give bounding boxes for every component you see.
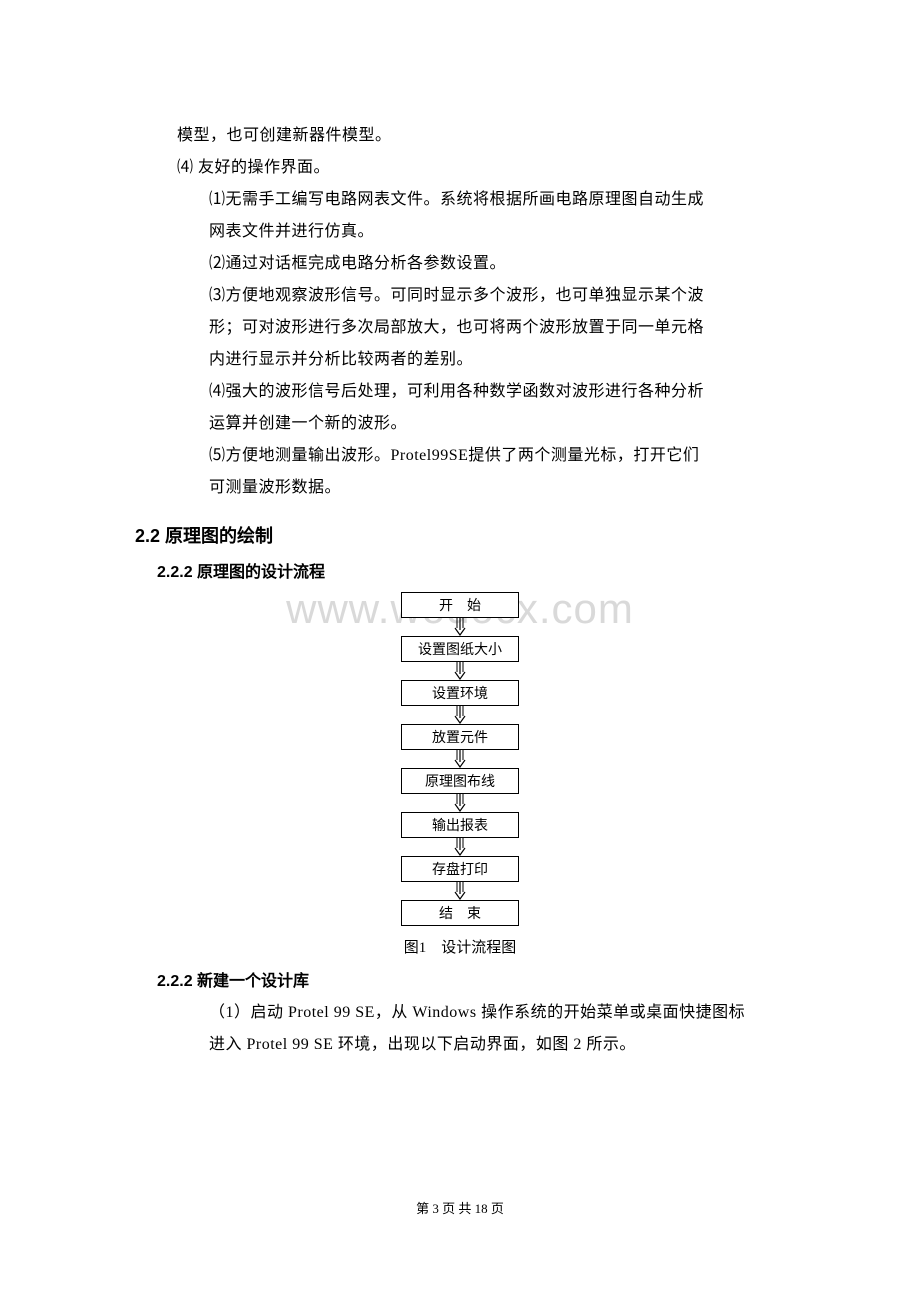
paragraph: ⑴无需手工编写电路网表文件。系统将根据所画电路原理图自动生成 — [209, 184, 785, 216]
flow-step: 设置环境 — [401, 680, 519, 706]
paragraph: 可测量波形数据。 — [209, 472, 785, 504]
flow-step: 存盘打印 — [401, 856, 519, 882]
page-content: 模型，也可创建新器件模型。 ⑷ 友好的操作界面。 ⑴无需手工编写电路网表文件。系… — [0, 0, 920, 1121]
flow-arrow-icon — [453, 662, 467, 680]
heading-2-2-2a: 2.2.2 原理图的设计流程 — [157, 558, 785, 582]
paragraph: （1）启动 Protel 99 SE，从 Windows 操作系统的开始菜单或桌… — [209, 997, 785, 1029]
paragraph: 运算并创建一个新的波形。 — [209, 408, 785, 440]
paragraph: 进入 Protel 99 SE 环境，出现以下启动界面，如图 2 所示。 — [209, 1029, 785, 1061]
flowchart: 开 始设置图纸大小设置环境放置元件原理图布线输出报表存盘打印结 束 — [380, 592, 540, 926]
flow-arrow — [453, 882, 467, 900]
flow-step: 输出报表 — [401, 812, 519, 838]
flow-arrow-icon — [453, 838, 467, 856]
paragraph: ⑵通过对话框完成电路分析各参数设置。 — [209, 248, 785, 280]
flow-arrow-icon — [453, 882, 467, 900]
heading-2-2: 2.2 原理图的绘制 — [135, 522, 785, 548]
paragraph: 模型，也可创建新器件模型。 — [177, 120, 785, 152]
paragraph: ⑷强大的波形信号后处理，可利用各种数学函数对波形进行各种分析 — [209, 376, 785, 408]
paragraph: 内进行显示并分析比较两者的差别。 — [209, 344, 785, 376]
paragraph: 网表文件并进行仿真。 — [209, 216, 785, 248]
paragraph: ⑶方便地观察波形信号。可同时显示多个波形，也可单独显示某个波 — [209, 280, 785, 312]
flow-arrow-icon — [453, 794, 467, 812]
flow-step: 原理图布线 — [401, 768, 519, 794]
flow-step: 开 始 — [401, 592, 519, 618]
paragraph: ⑷ 友好的操作界面。 — [177, 152, 785, 184]
flow-arrow — [453, 794, 467, 812]
flow-arrow — [453, 750, 467, 768]
figure-caption: 图1 设计流程图 — [135, 936, 785, 957]
flow-arrow — [453, 706, 467, 724]
flow-arrow-icon — [453, 750, 467, 768]
flow-arrow-icon — [453, 618, 467, 636]
flow-arrow — [453, 838, 467, 856]
flow-step: 结 束 — [401, 900, 519, 926]
flow-arrow — [453, 618, 467, 636]
flow-step: 放置元件 — [401, 724, 519, 750]
paragraph: ⑸方便地测量输出波形。Protel99SE提供了两个测量光标，打开它们 — [209, 440, 785, 472]
page-footer: 第 3 页 共 18 页 — [0, 1198, 920, 1217]
flow-arrow-icon — [453, 706, 467, 724]
flow-arrow — [453, 662, 467, 680]
heading-2-2-2b: 2.2.2 新建一个设计库 — [157, 967, 785, 991]
flow-step: 设置图纸大小 — [401, 636, 519, 662]
paragraph: 形；可对波形进行多次局部放大，也可将两个波形放置于同一单元格 — [209, 312, 785, 344]
